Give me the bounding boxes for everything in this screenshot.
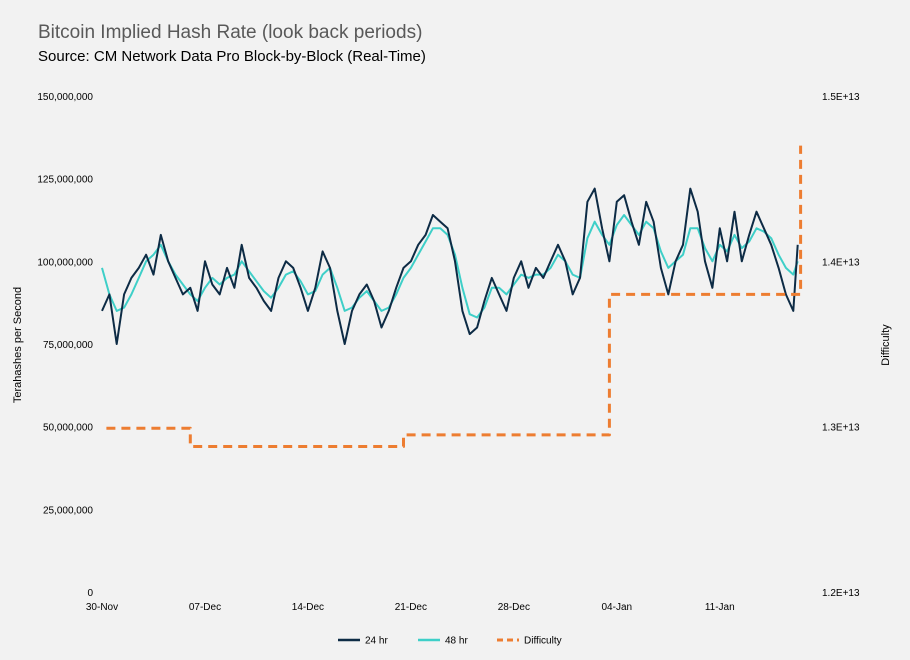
legend-label: 48 hr xyxy=(445,636,468,647)
y2-tick-label: 1.5E+13 xyxy=(822,92,860,103)
series-layer xyxy=(101,145,803,448)
y2-tick-label: 1.4E+13 xyxy=(822,257,860,268)
x-tick-label: 07-Dec xyxy=(189,602,221,613)
y-tick-label: 125,000,000 xyxy=(37,175,93,186)
x-tick-label: 28-Dec xyxy=(498,602,530,613)
x-tick-label: 30-Nov xyxy=(86,602,118,613)
legend-label: 24 hr xyxy=(365,636,388,647)
y-tick-label: 25,000,000 xyxy=(43,505,93,516)
series-line-difficulty xyxy=(106,145,803,448)
y-tick-label: 0 xyxy=(87,588,93,599)
chart-title: Bitcoin Implied Hash Rate (look back per… xyxy=(38,22,423,43)
y2-tick-label: 1.3E+13 xyxy=(822,423,860,434)
chart-subtitle: Source: CM Network Data Pro Block-by-Blo… xyxy=(38,48,426,65)
y2-axis-ticks: 1.2E+13 1.3E+13 1.4E+13 1.5E+13 xyxy=(822,92,860,599)
y-tick-label: 50,000,000 xyxy=(43,423,93,434)
y-tick-label: 100,000,000 xyxy=(37,257,93,268)
x-tick-label: 14-Dec xyxy=(292,602,324,613)
y2-tick-label: 1.2E+13 xyxy=(822,588,860,599)
y2-axis-title: Difficulty xyxy=(880,324,892,366)
x-tick-label: 21-Dec xyxy=(395,602,427,613)
x-tick-label: 11-Jan xyxy=(705,602,735,613)
legend-label: Difficulty xyxy=(524,636,562,647)
x-tick-label: 04-Jan xyxy=(602,602,633,613)
series-line-24-hr xyxy=(101,187,799,345)
y-axis-title: Terahashes per Second xyxy=(12,287,24,403)
chart-legend: 24 hr 48 hr Difficulty xyxy=(338,636,562,647)
y-axis-ticks: 0 25,000,000 50,000,000 75,000,000 100,000,0… xyxy=(37,92,93,599)
x-axis-ticks: 30-Nov 07-Dec 14-Dec 21-Dec 28-Dec 04-Jan 11-J… xyxy=(86,602,735,613)
y-tick-label: 75,000,000 xyxy=(43,340,93,351)
y-tick-label: 150,000,000 xyxy=(37,92,93,103)
